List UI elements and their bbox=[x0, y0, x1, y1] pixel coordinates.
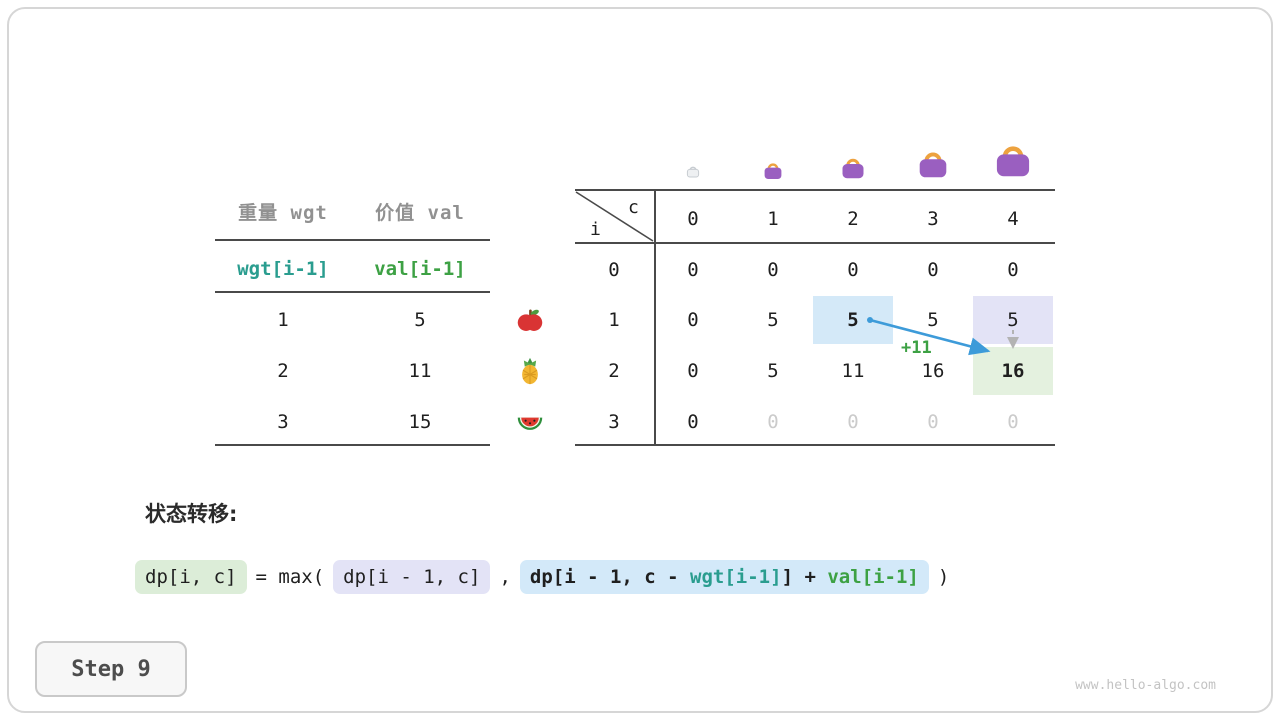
divider bbox=[654, 189, 656, 445]
watermark: www.hello-algo.com bbox=[1075, 678, 1216, 693]
dp-cell: 0 bbox=[687, 309, 699, 331]
dp-col-header: 4 bbox=[1007, 208, 1019, 230]
bag-small-icon bbox=[761, 158, 785, 186]
formula-arg2-pre: dp[i - 1, c - bbox=[529, 566, 691, 588]
transition-formula: dp[i, c] = max( dp[i - 1, c] , dp[i - 1,… bbox=[135, 560, 949, 594]
formula-arg2-wgt: wgt[i-1] bbox=[690, 566, 782, 588]
dp-cell: 0 bbox=[767, 259, 779, 281]
weights-col-header-val: 价值 val bbox=[375, 201, 465, 224]
divider bbox=[215, 239, 490, 241]
bag-large-icon bbox=[914, 144, 952, 186]
dp-col-header: 2 bbox=[847, 208, 859, 230]
dp-row-header: 0 bbox=[608, 259, 620, 281]
dp-col-header: 3 bbox=[927, 208, 939, 230]
dp-cell: 0 bbox=[767, 411, 779, 433]
dp-col-header: 1 bbox=[767, 208, 779, 230]
weights-cell: 15 bbox=[408, 411, 432, 433]
dp-cell: 0 bbox=[1007, 259, 1019, 281]
weights-var-val: val[i-1] bbox=[374, 258, 466, 280]
transition-heading: 状态转移: bbox=[145, 502, 238, 526]
dp-corner-row-label: i bbox=[590, 219, 601, 240]
dp-cell: 0 bbox=[687, 411, 699, 433]
divider bbox=[215, 444, 490, 446]
formula-closing: ) bbox=[937, 566, 950, 588]
dp-cell: 0 bbox=[927, 411, 939, 433]
formula-arg2-mid: ] + bbox=[781, 566, 828, 588]
dp-row-header: 3 bbox=[608, 411, 620, 433]
dp-cell-source-highlight: 5 bbox=[813, 296, 893, 344]
dp-cell: 5 bbox=[767, 360, 779, 382]
weights-cell: 3 bbox=[277, 411, 289, 433]
weights-cell: 11 bbox=[408, 360, 432, 382]
formula-arg2-box: dp[i - 1, c - wgt[i-1]] + val[i-1] bbox=[519, 560, 929, 594]
bag-xlarge-icon bbox=[990, 136, 1036, 186]
divider bbox=[575, 189, 1055, 191]
dp-cell: 0 bbox=[687, 360, 699, 382]
dp-cell: 0 bbox=[927, 259, 939, 281]
dp-col-header: 0 bbox=[687, 208, 699, 230]
bag-medium-icon bbox=[838, 152, 868, 186]
formula-lhs-box: dp[i, c] bbox=[135, 560, 247, 594]
dp-cell: 16 bbox=[921, 360, 945, 382]
dp-cell: 11 bbox=[841, 360, 865, 382]
weights-col-header-wgt: 重量 wgt bbox=[238, 201, 328, 224]
apple-icon bbox=[516, 306, 544, 338]
dp-cell: 0 bbox=[847, 259, 859, 281]
dp-cell: 5 bbox=[927, 309, 939, 331]
formula-arg1-box: dp[i - 1, c] bbox=[333, 560, 491, 594]
dp-row-header: 1 bbox=[608, 309, 620, 331]
divider bbox=[215, 291, 490, 293]
dp-cell: 0 bbox=[1007, 411, 1019, 433]
formula-arg2-val: val[i-1] bbox=[827, 566, 919, 588]
dp-cell: 5 bbox=[767, 309, 779, 331]
weights-cell: 2 bbox=[277, 360, 289, 382]
dp-cell: 0 bbox=[847, 411, 859, 433]
outer-frame bbox=[7, 7, 1273, 713]
arrow-value-label: +11 bbox=[901, 338, 932, 358]
formula-operator: = max( bbox=[255, 566, 325, 588]
dp-cell: 0 bbox=[687, 259, 699, 281]
step-button[interactable]: Step 9 bbox=[35, 641, 187, 697]
formula-separator: , bbox=[499, 566, 511, 588]
dp-corner-col-label: c bbox=[628, 197, 639, 218]
weights-cell: 1 bbox=[277, 309, 289, 331]
bag-ghost-icon bbox=[685, 163, 701, 183]
weights-var-wgt: wgt[i-1] bbox=[237, 258, 329, 280]
pineapple-icon bbox=[516, 357, 544, 389]
divider bbox=[575, 444, 1055, 446]
weights-cell: 5 bbox=[414, 309, 426, 331]
divider bbox=[575, 242, 1055, 244]
dp-cell-target-highlight: 16 bbox=[973, 347, 1053, 395]
dp-row-header: 2 bbox=[608, 360, 620, 382]
watermelon-icon bbox=[516, 408, 544, 440]
dp-cell-above-highlight: 5 bbox=[973, 296, 1053, 344]
